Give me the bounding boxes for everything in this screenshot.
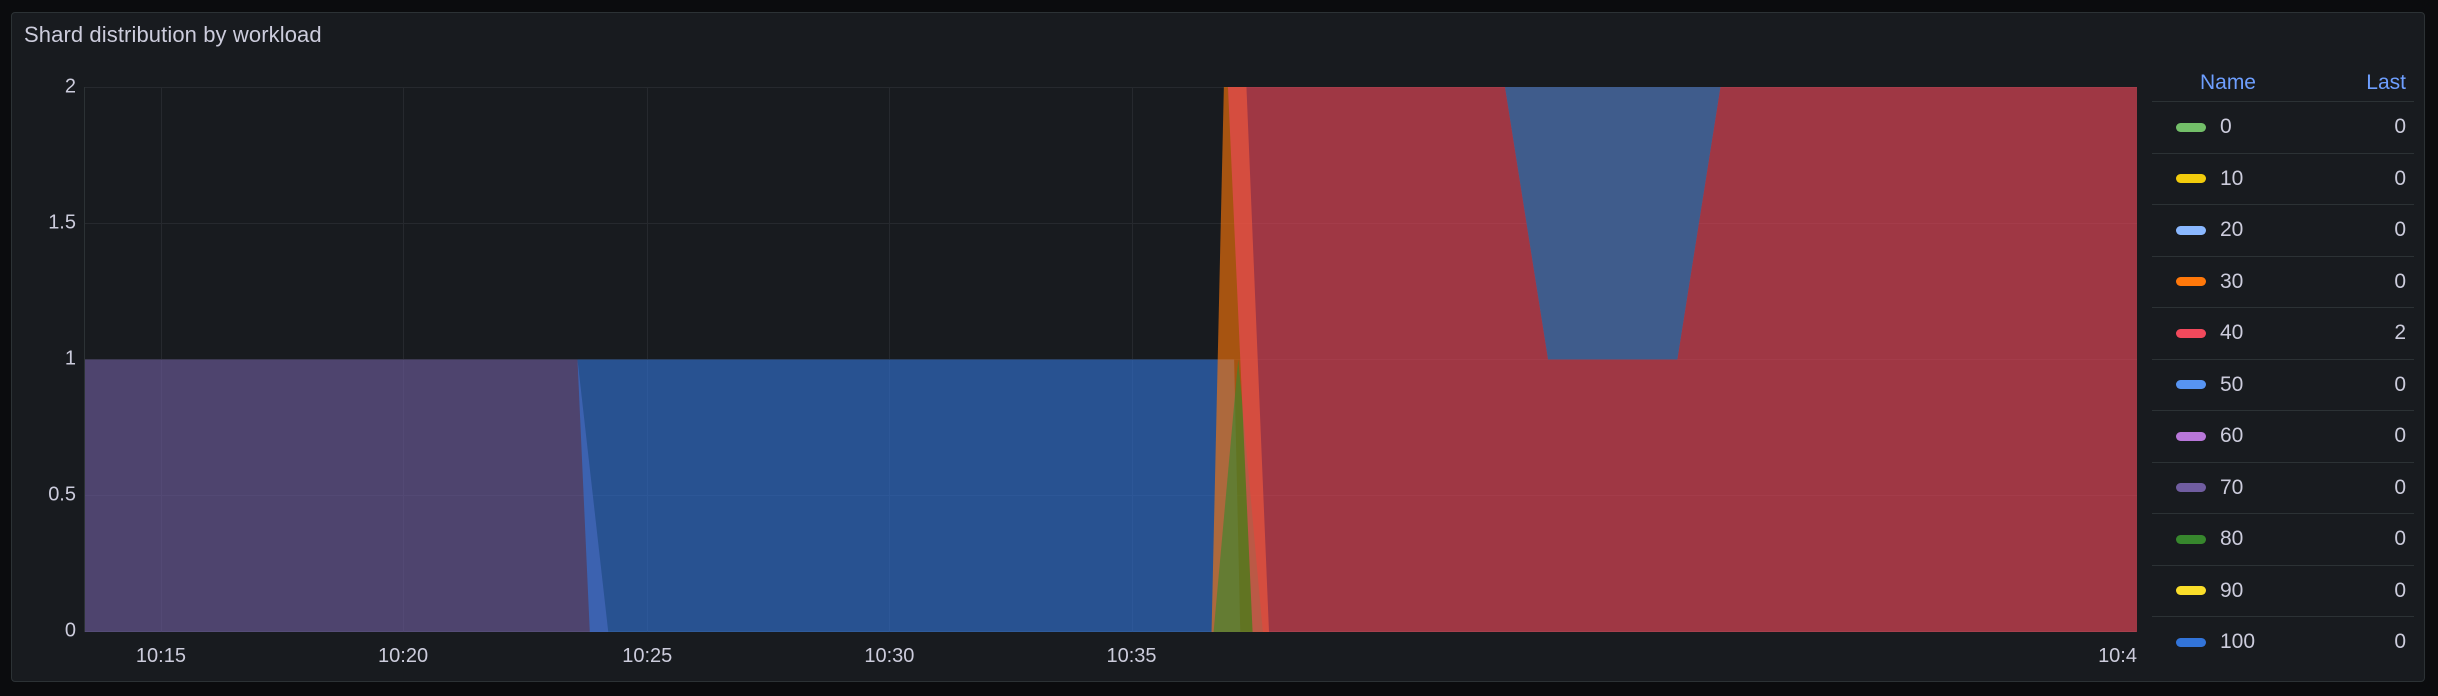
y-axis: 2 1.5 1 0.5 0 <box>12 57 84 683</box>
x-tick-1025: 10:25 <box>622 645 673 667</box>
stacked-area-series <box>85 87 2137 632</box>
legend-series-last-value: 0 <box>2394 218 2406 242</box>
legend-series-label: 10 <box>2220 166 2244 190</box>
legend-series-label: 60 <box>2220 424 2244 448</box>
legend-series-last-value: 0 <box>2394 269 2406 293</box>
gridline-y-1-5 <box>85 223 2137 224</box>
legend-series-last-value: 0 <box>2394 166 2406 190</box>
legend-row[interactable]: 40 2 <box>2152 307 2414 359</box>
legend-row[interactable]: 70 0 <box>2152 461 2414 514</box>
series-color-swatch-icon[interactable] <box>2176 277 2206 287</box>
legend-row[interactable]: 20 0 <box>2152 204 2414 256</box>
legend-rows: 0 0 10 0 20 0 30 0 40 2 50 0 60 0 70 0 80 0 90 0 100 0 <box>2152 101 2414 668</box>
legend-row[interactable]: 50 0 <box>2152 358 2414 411</box>
legend-series-label: 20 <box>2220 218 2244 242</box>
legend-series-label: 0 <box>2220 115 2232 139</box>
legend-series-last-value: 0 <box>2394 475 2406 499</box>
x-tick-1015: 10:15 <box>135 645 186 667</box>
legend-header: Name Last <box>2152 65 2414 101</box>
legend-series-last-value: 2 <box>2394 321 2406 345</box>
y-tick-1-5: 1.5 <box>48 211 76 234</box>
series-color-swatch-icon[interactable] <box>2176 534 2206 544</box>
page-title: Shard distribution by workload <box>24 22 322 47</box>
series-color-swatch-icon[interactable] <box>2176 380 2206 390</box>
series-color-swatch-icon[interactable] <box>2176 431 2206 441</box>
panel-body: 2 1.5 1 0.5 0 <box>12 57 2424 683</box>
legend: Name Last 0 0 10 0 20 0 30 0 40 2 50 0 60 0 70 0 80 0 90 0 1… <box>2152 65 2414 675</box>
legend-series-last-value: 0 <box>2394 115 2406 139</box>
legend-series-last-value: 0 <box>2394 527 2406 551</box>
legend-series-last-value: 0 <box>2394 578 2406 602</box>
x-tick-1035: 10:35 <box>1106 645 1157 667</box>
y-axis-line <box>84 87 85 632</box>
legend-row[interactable]: 10 0 <box>2152 152 2414 205</box>
legend-series-last-value: 0 <box>2394 630 2406 654</box>
legend-series-label: 40 <box>2220 321 2244 345</box>
legend-series-label: 30 <box>2220 269 2244 293</box>
x-tick-1040: 10:4 <box>2098 645 2137 667</box>
legend-row[interactable]: 90 0 <box>2152 564 2414 617</box>
gridline-y-2 <box>85 87 2137 88</box>
series-area-100 <box>577 359 1241 632</box>
y-tick-1: 1 <box>64 347 76 370</box>
grid-area <box>85 87 2137 632</box>
legend-series-last-value: 0 <box>2394 372 2406 396</box>
legend-row[interactable]: 60 0 <box>2152 410 2414 462</box>
x-tick-1020: 10:20 <box>378 645 429 667</box>
series-color-swatch-icon[interactable] <box>2176 122 2206 132</box>
x-axis: 10:15 10:20 10:25 10:30 10:35 10:4 <box>85 633 2137 683</box>
y-tick-2: 2 <box>64 75 76 98</box>
legend-row[interactable]: 30 0 <box>2152 255 2414 308</box>
legend-series-label: 90 <box>2220 578 2244 602</box>
series-color-swatch-icon[interactable] <box>2176 174 2206 184</box>
series-color-swatch-icon[interactable] <box>2176 637 2206 647</box>
series-area-70 <box>85 359 609 632</box>
series-color-swatch-icon[interactable] <box>2176 483 2206 493</box>
series-area-40 <box>1227 87 2137 632</box>
x-tick-1030: 10:30 <box>864 645 915 667</box>
plot-area[interactable]: 2 1.5 1 0.5 0 <box>12 57 2140 683</box>
legend-series-last-value: 0 <box>2394 424 2406 448</box>
legend-series-label: 70 <box>2220 475 2244 499</box>
series-area-100-dip-overlay <box>1504 87 1721 360</box>
panel-header: Shard distribution by workload <box>12 13 2424 57</box>
legend-row[interactable]: 80 0 <box>2152 513 2414 565</box>
legend-sort-last[interactable]: Last <box>2366 71 2406 94</box>
chart-panel: Shard distribution by workload 2 1.5 1 0… <box>11 12 2425 682</box>
legend-series-label: 50 <box>2220 372 2244 396</box>
series-color-swatch-icon[interactable] <box>2176 586 2206 596</box>
series-color-swatch-icon[interactable] <box>2176 225 2206 235</box>
y-tick-0: 0 <box>64 619 76 642</box>
legend-sort-name[interactable]: Name <box>2199 71 2256 94</box>
y-tick-0-5: 0.5 <box>48 483 76 506</box>
legend-row[interactable]: 100 0 <box>2152 616 2414 668</box>
legend-series-label: 100 <box>2220 630 2256 654</box>
legend-series-label: 80 <box>2220 527 2244 551</box>
series-color-swatch-icon[interactable] <box>2176 328 2206 338</box>
